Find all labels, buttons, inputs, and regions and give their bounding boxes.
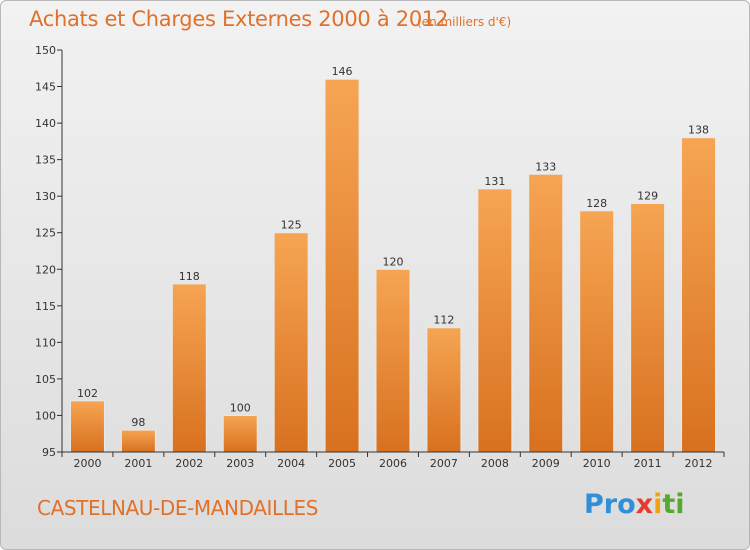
value-label-2000: 102: [77, 387, 98, 400]
bar-2008: [477, 188, 513, 453]
bar-2011: [630, 202, 666, 453]
value-label-2001: 98: [131, 416, 145, 429]
value-label-2003: 100: [230, 401, 251, 414]
y-tick-label-100: 100: [35, 409, 56, 422]
x-tick-label-2007: 2007: [430, 457, 458, 470]
x-tick-label-2006: 2006: [379, 457, 407, 470]
y-tick-label-130: 130: [35, 190, 56, 203]
y-tick-label-115: 115: [35, 300, 56, 313]
value-label-2012: 138: [688, 124, 709, 137]
proxiti-logo: Proxiti: [584, 489, 685, 520]
y-tick-label-150: 150: [35, 44, 56, 57]
x-tick-label-2000: 2000: [73, 457, 101, 470]
value-label-2007: 112: [433, 314, 454, 327]
bar-2004: [273, 232, 309, 453]
bar-2010: [579, 210, 615, 453]
x-tick-label-2003: 2003: [226, 457, 254, 470]
value-label-2011: 129: [637, 189, 658, 202]
bar-2003: [222, 414, 258, 453]
x-tick-label-2004: 2004: [277, 457, 305, 470]
x-tick-label-2009: 2009: [532, 457, 560, 470]
value-label-2006: 120: [383, 255, 404, 268]
y-tick-label-120: 120: [35, 263, 56, 276]
y-tick-label-145: 145: [35, 81, 56, 94]
chart-title: Achats et Charges Externes 2000 à 2012: [29, 7, 449, 31]
x-tick-label-2011: 2011: [634, 457, 662, 470]
bar-2005: [324, 78, 360, 453]
y-tick-label-125: 125: [35, 227, 56, 240]
bar-2002: [171, 283, 207, 453]
bars-group: 102 98 118 100 125 146 120 112 131 133 128 129 138: [69, 65, 717, 453]
bar-2006: [375, 268, 411, 453]
x-tick-label-2012: 2012: [685, 457, 713, 470]
y-tick-label-135: 135: [35, 154, 56, 167]
value-label-2009: 133: [535, 160, 556, 173]
value-label-2010: 128: [586, 197, 607, 210]
axes-group: 95 100 105 110 115 120 125 130 135 140 145 150 2000 2…: [35, 44, 725, 470]
y-tick-label-95: 95: [42, 446, 56, 459]
chart-unit: (en milliers d'€): [417, 15, 512, 29]
x-tick-label-2001: 2001: [124, 457, 152, 470]
y-tick-label-105: 105: [35, 373, 56, 386]
x-tick-label-2010: 2010: [583, 457, 611, 470]
bar-2000: [69, 400, 105, 453]
y-tick-label-110: 110: [35, 336, 56, 349]
value-label-2005: 146: [332, 65, 353, 78]
y-tick-label-140: 140: [35, 117, 56, 130]
commune-name: CASTELNAU-DE-MANDAILLES: [37, 496, 319, 520]
value-label-2002: 118: [179, 270, 200, 283]
x-tick-label-2002: 2002: [175, 457, 203, 470]
value-label-2008: 131: [484, 175, 505, 188]
bar-2001: [120, 429, 156, 453]
x-tick-label-2008: 2008: [481, 457, 509, 470]
value-label-2004: 125: [281, 219, 302, 232]
bar-2012: [681, 137, 717, 453]
bar-2007: [426, 327, 462, 453]
bar-2009: [528, 173, 564, 453]
x-tick-label-2005: 2005: [328, 457, 356, 470]
